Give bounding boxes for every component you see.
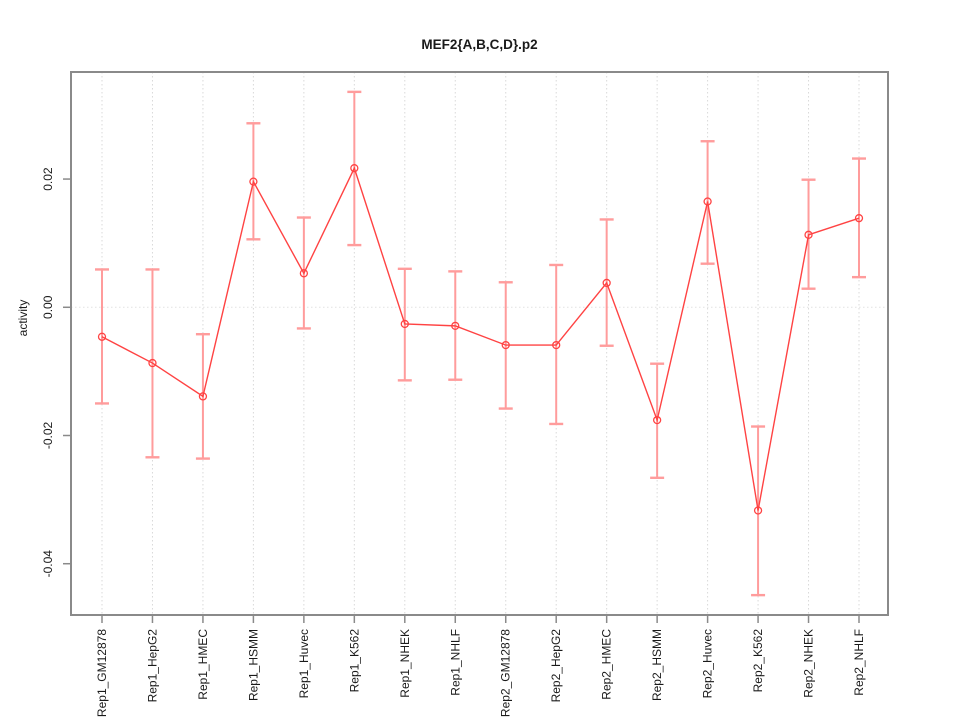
x-tick-label: Rep2_NHEK [802, 629, 816, 698]
y-axis-label: activity [16, 300, 30, 337]
x-tick-label: Rep2_HSMM [650, 629, 664, 701]
x-tick-label: Rep1_Huvec [297, 629, 311, 698]
series-line [101, 166, 860, 511]
x-tick-label: Rep1_NHLF [448, 629, 462, 696]
data-point-circle [753, 506, 763, 515]
x-tick-label: Rep2_HepG2 [549, 629, 563, 703]
x-tick-label: Rep1_NHEK [398, 629, 412, 698]
data-point-circle [602, 278, 611, 288]
data-point-circle [249, 177, 258, 186]
gridline-layer [71, 72, 888, 615]
data-point-circle [350, 164, 359, 173]
x-tick-label: Rep2_NHLF [852, 629, 866, 696]
series-layer [97, 164, 864, 515]
data-point-circle [552, 340, 561, 350]
x-tick-label: Rep2_GM12878 [499, 629, 513, 717]
data-point-circle [97, 332, 107, 341]
x-tick-label: Rep2_K562 [751, 629, 765, 693]
x-tick-label: Rep1_K562 [347, 629, 361, 693]
x-tick-label: Rep1_HSMM [246, 629, 260, 701]
data-point-circle [198, 392, 208, 401]
y-tick-label: 0.00 [41, 295, 55, 319]
data-point-circle [804, 230, 813, 239]
y-tick-label: -0.02 [41, 421, 55, 449]
data-point-circle [652, 415, 662, 425]
x-tick-label: Rep1_HepG2 [145, 629, 159, 703]
plot-box [70, 71, 889, 616]
data-point-circle [299, 269, 309, 278]
x-tick-label: Rep2_HMEC [600, 629, 614, 700]
data-point-circle [854, 214, 864, 223]
x-tick-label: Rep1_GM12878 [95, 629, 109, 717]
error-bar-layer [95, 90, 866, 597]
x-tick-label: Rep1_HMEC [196, 629, 210, 700]
x-tick-label: Rep2_Huvec [701, 629, 715, 698]
axis-layer: 0.02 0.00 -0.02 -0.04 Rep1_GM12878 Rep1_HepG2… [41, 167, 866, 717]
y-tick-label: -0.04 [41, 550, 55, 578]
chart-title: MEF2{A,B,C,D}.p2 [421, 37, 537, 52]
data-point-circle [501, 340, 510, 350]
data-point-circle [400, 319, 409, 329]
data-point-circle [703, 197, 712, 206]
data-point-circle [451, 321, 460, 331]
y-tick-label: 0.02 [41, 167, 55, 191]
data-point-circle [148, 358, 157, 368]
